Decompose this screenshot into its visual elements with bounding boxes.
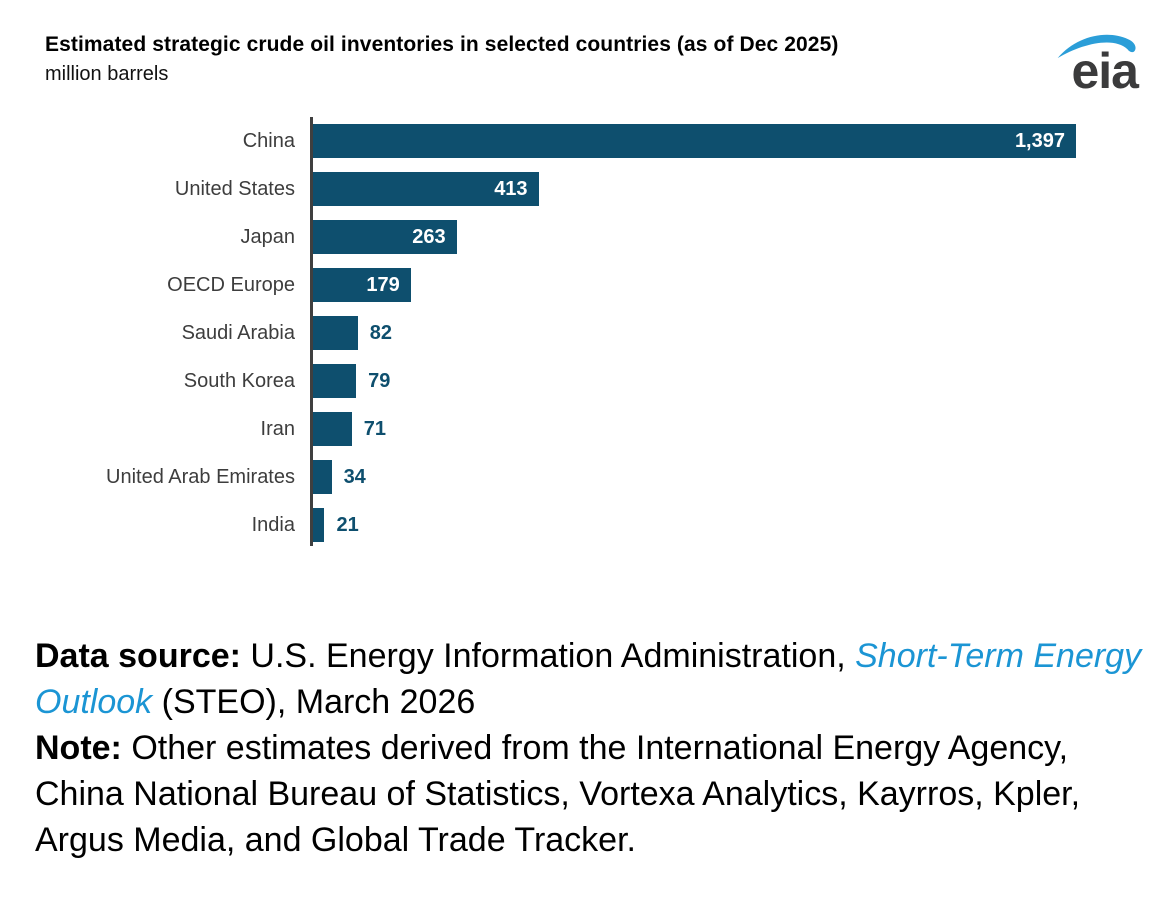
value-label: 34 — [343, 465, 366, 488]
category-label: OECD Europe — [167, 273, 295, 296]
bar: 1,397 — [313, 124, 1076, 158]
value-label: 21 — [336, 513, 359, 536]
category-label: India — [251, 513, 295, 536]
bar-chart: China 1,397 United States 413 Japan 263 OECD E… — [0, 117, 1170, 546]
bar — [313, 508, 325, 542]
bar-row: Saudi Arabia 82 — [0, 316, 1170, 350]
bar-row: Japan 263 — [0, 220, 1170, 254]
chart-title: Estimated strategic crude oil inventorie… — [45, 33, 839, 56]
value-label: 79 — [368, 369, 391, 392]
bar-track: 21 — [313, 508, 1076, 542]
bar-row: Iran 71 — [0, 412, 1170, 446]
bar-track: 71 — [313, 412, 1076, 446]
category-label: South Korea — [183, 369, 295, 392]
bar-track: 82 — [313, 316, 1076, 350]
category-label: Iran — [260, 417, 295, 440]
value-label: 71 — [363, 417, 387, 440]
bar — [313, 316, 358, 350]
eia-logo: eia — [1048, 30, 1139, 99]
eia-logo-swoosh-icon — [1057, 34, 1136, 59]
bar-row: South Korea 79 — [0, 364, 1170, 398]
value-label: 179 — [366, 273, 400, 296]
value-label: 263 — [412, 225, 446, 248]
category-label: China — [242, 129, 295, 152]
value-label: 413 — [494, 177, 528, 200]
bar-chart-rows: China 1,397 United States 413 Japan 263 OECD E… — [0, 117, 1170, 546]
note-label: Note: — [35, 729, 132, 767]
category-label: United States — [174, 177, 295, 200]
bar-track: 263 — [313, 220, 1076, 254]
bar: 413 — [313, 172, 539, 206]
note-text: Other estimates derived from the Interna… — [35, 729, 1081, 859]
data-source-suffix: (STEO), March 2026 — [152, 683, 476, 721]
category-label: Japan — [240, 225, 296, 248]
bar: 263 — [313, 220, 457, 254]
bar-track: 413 — [313, 172, 1076, 206]
category-label: United Arab Emirates — [106, 465, 295, 488]
bar-row: United States 413 — [0, 172, 1170, 206]
chart-header: Estimated strategic crude oil inventorie… — [0, 0, 1170, 86]
value-label: 82 — [369, 321, 393, 344]
bar-row: India 21 — [0, 508, 1170, 542]
bar — [313, 364, 357, 398]
category-label: Saudi Arabia — [181, 321, 295, 344]
note: Note: Other estimates derived from the I… — [35, 725, 1142, 863]
bar: 179 — [313, 268, 411, 302]
bar-track: 1,397 — [313, 124, 1076, 158]
value-label: 1,397 — [1014, 129, 1065, 152]
data-source-note: Data source: U.S. Energy Information Adm… — [35, 633, 1142, 725]
bar-row: China 1,397 — [0, 124, 1170, 158]
bar — [313, 460, 332, 494]
bar — [313, 412, 352, 446]
chart-unit-label: million barrels — [45, 63, 169, 85]
bar-row: OECD Europe 179 — [0, 268, 1170, 302]
bar-track: 179 — [313, 268, 1076, 302]
bar-row: United Arab Emirates 34 — [0, 460, 1170, 494]
data-source-text: U.S. Energy Information Administration, — [250, 637, 856, 675]
eia-logo-text: eia — [1071, 43, 1139, 99]
data-source-label: Data source: — [35, 637, 251, 675]
bar-track: 79 — [313, 364, 1076, 398]
footnotes: Data source: U.S. Energy Information Adm… — [0, 633, 1170, 863]
bar-track: 34 — [313, 460, 1076, 494]
steo-link[interactable]: Short-Term Energy Outlook — [35, 637, 1142, 721]
